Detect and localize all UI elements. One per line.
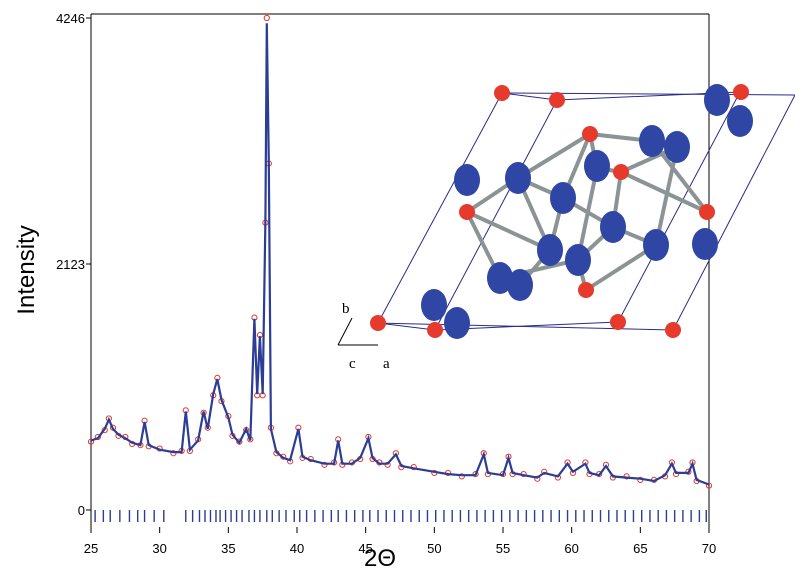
y-tick-label: 0: [78, 503, 85, 518]
x-tick-label: 35: [221, 541, 235, 556]
axis-label-b: b: [342, 301, 350, 317]
x-tick-label: 65: [633, 541, 647, 556]
x-tick-label: 55: [496, 541, 510, 556]
axis-label-a: a: [383, 356, 390, 372]
observed-point: [264, 15, 269, 20]
x-tick-label: 50: [427, 541, 441, 556]
axis-label-c: c: [349, 356, 356, 372]
y-axis-label: Intensity: [13, 225, 40, 314]
y-tick-label: 2123: [56, 257, 85, 272]
x-tick-label: 40: [290, 541, 304, 556]
page: Intensity 2Θ: [0, 0, 795, 580]
crystal-structure: a b c: [338, 84, 795, 372]
x-tick-label: 45: [358, 541, 372, 556]
x-tick-label: 60: [564, 541, 578, 556]
x-tick-label: 25: [84, 541, 98, 556]
x-tick-label: 30: [152, 541, 166, 556]
y-tick-label: 4246: [56, 11, 85, 26]
calculated-line: [91, 23, 709, 484]
chart: Intensity 2Θ: [0, 0, 795, 575]
x-tick-label: 70: [702, 541, 716, 556]
